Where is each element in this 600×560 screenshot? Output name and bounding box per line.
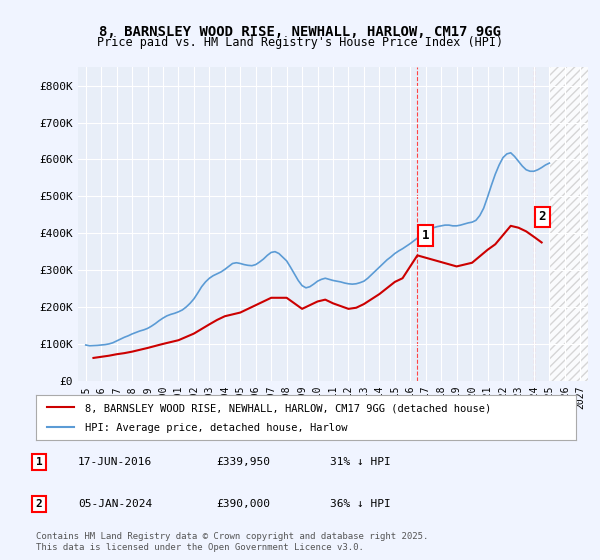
Text: 36% ↓ HPI: 36% ↓ HPI	[330, 499, 391, 509]
Text: 1: 1	[35, 457, 43, 467]
Text: £390,000: £390,000	[216, 499, 270, 509]
Text: HPI: Average price, detached house, Harlow: HPI: Average price, detached house, Harl…	[85, 423, 347, 433]
Text: 05-JAN-2024: 05-JAN-2024	[78, 499, 152, 509]
Text: 1: 1	[422, 229, 430, 242]
Text: £339,950: £339,950	[216, 457, 270, 467]
Text: 31% ↓ HPI: 31% ↓ HPI	[330, 457, 391, 467]
Text: 2: 2	[539, 211, 546, 223]
Text: Price paid vs. HM Land Registry's House Price Index (HPI): Price paid vs. HM Land Registry's House …	[97, 36, 503, 49]
Text: 8, BARNSLEY WOOD RISE, NEWHALL, HARLOW, CM17 9GG: 8, BARNSLEY WOOD RISE, NEWHALL, HARLOW, …	[99, 25, 501, 39]
Text: 2: 2	[35, 499, 43, 509]
Text: Contains HM Land Registry data © Crown copyright and database right 2025.
This d: Contains HM Land Registry data © Crown c…	[36, 532, 428, 552]
Text: 8, BARNSLEY WOOD RISE, NEWHALL, HARLOW, CM17 9GG (detached house): 8, BARNSLEY WOOD RISE, NEWHALL, HARLOW, …	[85, 403, 491, 413]
Text: 17-JUN-2016: 17-JUN-2016	[78, 457, 152, 467]
